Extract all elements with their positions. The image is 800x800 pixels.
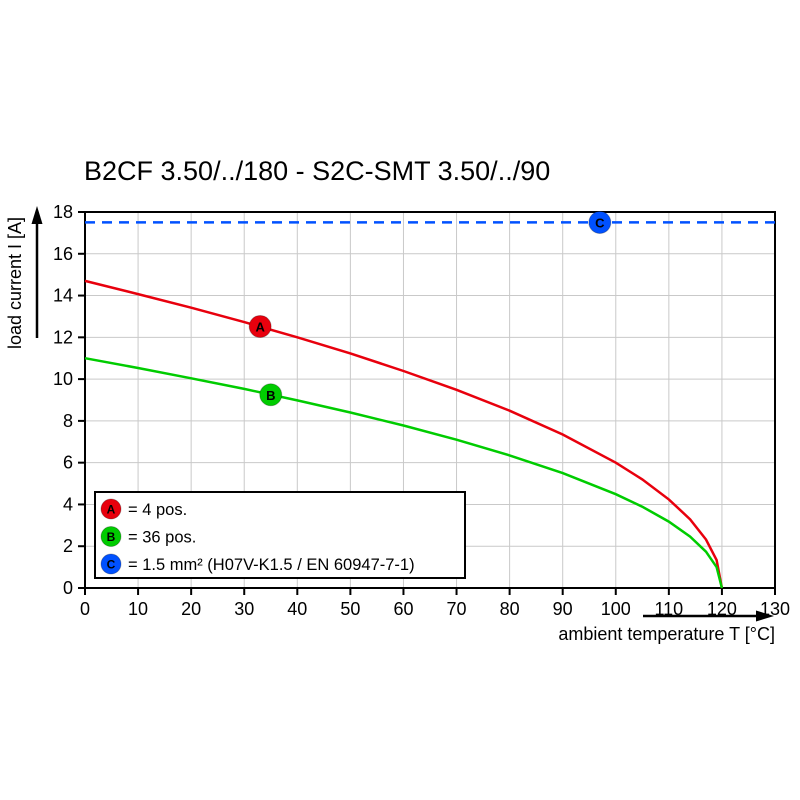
- y-tick-label: 6: [63, 453, 73, 473]
- axis-arrows: [31, 206, 774, 622]
- legend-marker-A-icon: [100, 498, 122, 520]
- curve-marker-C: C: [588, 210, 612, 234]
- y-tick-label: 14: [53, 286, 73, 306]
- grid-lines: [85, 212, 775, 588]
- x-tick-label: 0: [80, 599, 90, 619]
- chart-title: B2CF 3.50/../180 - S2C-SMT 3.50/../90: [84, 156, 551, 186]
- legend-label-A: = 4 pos.: [128, 501, 187, 519]
- x-tick-label: 100: [601, 599, 631, 619]
- y-tick-label: 0: [63, 578, 73, 598]
- svg-text:A: A: [255, 319, 265, 334]
- y-tick-label: 4: [63, 494, 73, 514]
- curve-marker-A: A: [248, 314, 272, 338]
- x-tick-label: 130: [760, 599, 790, 619]
- legend-label-B: = 36 pos.: [128, 529, 196, 547]
- svg-text:C: C: [595, 215, 605, 230]
- axis-ticks: [78, 211, 776, 595]
- y-tick-labels: 0 2 4 6 8 10 12 14 16 18: [53, 202, 73, 598]
- x-tick-label: 80: [500, 599, 520, 619]
- x-tick-label: 40: [287, 599, 307, 619]
- x-tick-label: 20: [181, 599, 201, 619]
- y-axis-label: load current I [A]: [5, 217, 25, 349]
- y-tick-label: 18: [53, 202, 73, 222]
- series-B-curve: [84, 356, 724, 589]
- y-tick-label: 16: [53, 244, 73, 264]
- x-tick-label: 110: [654, 599, 683, 619]
- y-tick-label: 10: [53, 369, 73, 389]
- legend-box: [94, 491, 466, 579]
- x-tick-label: 70: [447, 599, 467, 619]
- plot-frame: [84, 211, 776, 589]
- legend-marker-letter: A: [107, 503, 116, 517]
- x-tick-label: 120: [707, 599, 737, 619]
- legend: A = 4 pos. B = 36 pos. C = 1.5 mm² (H07V-K1.5…: [94, 491, 466, 579]
- plot-area: 0 10 20 30 40 50 60 70 80 90 100 110 120 130 0 2 4 6 8 10 12…: [31, 202, 790, 622]
- x-tick-label: 30: [234, 599, 254, 619]
- curve-marker-B: B: [259, 383, 283, 407]
- series-A-curve: [84, 279, 724, 589]
- legend-marker-letter: C: [107, 558, 116, 572]
- y-tick-label: 2: [63, 536, 73, 556]
- x-tick-label: 60: [393, 599, 413, 619]
- y-tick-label: 12: [53, 327, 73, 347]
- x-tick-label: 10: [128, 599, 148, 619]
- x-tick-label: 50: [340, 599, 360, 619]
- legend-marker-B-icon: [100, 526, 122, 547]
- x-tick-label: 90: [553, 599, 573, 619]
- x-axis-label: ambient temperature T [°C]: [558, 624, 775, 644]
- x-tick-labels: 0 10 20 30 40 50 60 70 80 90 100 110 120 130: [80, 599, 790, 619]
- y-tick-label: 8: [63, 411, 73, 431]
- legend-label-C: = 1.5 mm² (H07V-K1.5 / EN 60947-7-1): [128, 556, 415, 574]
- legend-marker-letter: B: [107, 530, 116, 544]
- svg-text:B: B: [266, 388, 275, 403]
- legend-marker-C-icon: [100, 553, 122, 575]
